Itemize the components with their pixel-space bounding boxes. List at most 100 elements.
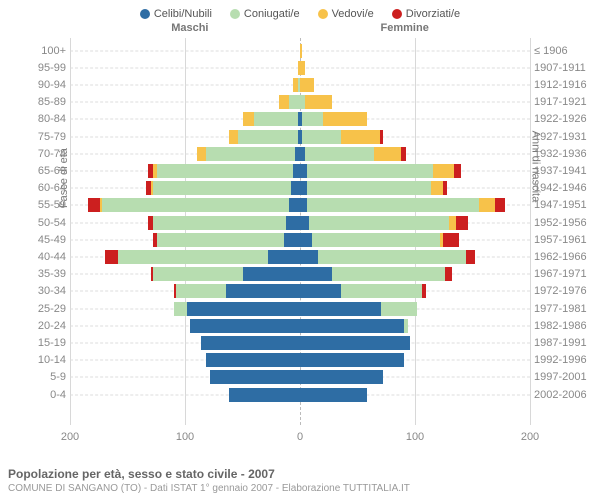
female-bar: [300, 233, 459, 247]
female-bar: [300, 130, 383, 144]
female-bar: [300, 370, 383, 384]
birth-label: 1932-1936: [534, 148, 596, 160]
age-row: [70, 317, 530, 334]
legend-item: Celibi/Nubili: [140, 8, 212, 20]
age-row: [70, 76, 530, 93]
birth-label: 1987-1991: [534, 337, 596, 349]
male-header: Maschi: [171, 22, 208, 34]
male-bar: [229, 388, 300, 402]
age-label: 0-4: [4, 389, 66, 401]
age-label: 30-34: [4, 285, 66, 297]
female-bar: [300, 147, 406, 161]
birth-label: 1972-1976: [534, 285, 596, 297]
male-bar: [243, 112, 301, 126]
female-bar: [300, 250, 475, 264]
age-label: 55-59: [4, 199, 66, 211]
female-bar: [300, 78, 314, 92]
age-row: [70, 386, 530, 403]
legend-item: Vedovi/e: [318, 8, 374, 20]
age-row: [70, 283, 530, 300]
age-row: [70, 352, 530, 369]
age-label: 15-19: [4, 337, 66, 349]
age-label: 20-24: [4, 320, 66, 332]
female-bar: [300, 216, 468, 230]
legend-label: Coniugati/e: [244, 8, 300, 20]
legend-swatch: [230, 9, 240, 19]
female-bar: [300, 302, 417, 316]
female-bar: [300, 267, 452, 281]
female-bar: [300, 95, 332, 109]
male-bar: [174, 302, 301, 316]
age-label: 85-89: [4, 96, 66, 108]
age-label: 95-99: [4, 62, 66, 74]
male-bar: [174, 284, 301, 298]
legend: Celibi/Nubili Coniugati/e Vedovi/e Divorzia…: [0, 0, 600, 22]
age-row: [70, 197, 530, 214]
age-row: [70, 145, 530, 162]
legend-label: Divorziati/e: [406, 8, 460, 20]
age-label: 65-69: [4, 165, 66, 177]
age-label: 60-64: [4, 182, 66, 194]
pyramid-chart: Fasce di età Anni di nascita 01001002002…: [70, 38, 530, 425]
caption-title: Popolazione per età, sesso e stato civil…: [8, 467, 592, 481]
age-row: [70, 42, 530, 59]
birth-label: 1952-1956: [534, 217, 596, 229]
age-row: [70, 214, 530, 231]
male-bar: [88, 198, 300, 212]
age-row: [70, 94, 530, 111]
female-bar: [300, 353, 404, 367]
age-label: 50-54: [4, 217, 66, 229]
age-row: [70, 128, 530, 145]
birth-label: 1927-1931: [534, 131, 596, 143]
birth-label: 1997-2001: [534, 371, 596, 383]
female-bar: [300, 112, 367, 126]
birth-label: 2002-2006: [534, 389, 596, 401]
birth-label: 1907-1911: [534, 62, 596, 74]
birth-label: ≤ 1906: [534, 45, 596, 57]
legend-label: Vedovi/e: [332, 8, 374, 20]
male-bar: [197, 147, 301, 161]
column-headers: Maschi Femmine: [70, 22, 530, 38]
legend-label: Celibi/Nubili: [154, 8, 212, 20]
legend-swatch: [392, 9, 402, 19]
female-bar: [300, 284, 427, 298]
male-bar: [153, 233, 300, 247]
legend-swatch: [318, 9, 328, 19]
age-label: 100+: [4, 45, 66, 57]
birth-label: 1962-1966: [534, 251, 596, 263]
birth-label: 1982-1986: [534, 320, 596, 332]
male-bar: [190, 319, 300, 333]
male-bar: [293, 78, 300, 92]
male-bar: [229, 130, 300, 144]
age-row: [70, 111, 530, 128]
age-label: 75-79: [4, 131, 66, 143]
female-header: Femmine: [381, 22, 429, 34]
legend-item: Divorziati/e: [392, 8, 460, 20]
legend-item: Coniugati/e: [230, 8, 300, 20]
birth-label: 1992-1996: [534, 354, 596, 366]
birth-label: 1922-1926: [534, 113, 596, 125]
birth-label: 1942-1946: [534, 182, 596, 194]
age-label: 90-94: [4, 79, 66, 91]
age-label: 70-74: [4, 148, 66, 160]
birth-label: 1967-1971: [534, 268, 596, 280]
male-bar: [148, 164, 300, 178]
male-bar: [146, 181, 300, 195]
female-bar: [300, 164, 461, 178]
caption: Popolazione per età, sesso e stato civil…: [8, 467, 592, 494]
male-bar: [148, 216, 300, 230]
age-label: 35-39: [4, 268, 66, 280]
birth-label: 1937-1941: [534, 165, 596, 177]
female-bar: [300, 388, 367, 402]
birth-label: 1957-1961: [534, 234, 596, 246]
age-row: [70, 231, 530, 248]
male-bar: [201, 336, 300, 350]
birth-label: 1912-1916: [534, 79, 596, 91]
male-bar: [105, 250, 301, 264]
female-bar: [300, 44, 302, 58]
birth-label: 1977-1981: [534, 303, 596, 315]
age-row: [70, 248, 530, 265]
age-row: [70, 369, 530, 386]
female-bar: [300, 61, 305, 75]
birth-label: 1947-1951: [534, 199, 596, 211]
